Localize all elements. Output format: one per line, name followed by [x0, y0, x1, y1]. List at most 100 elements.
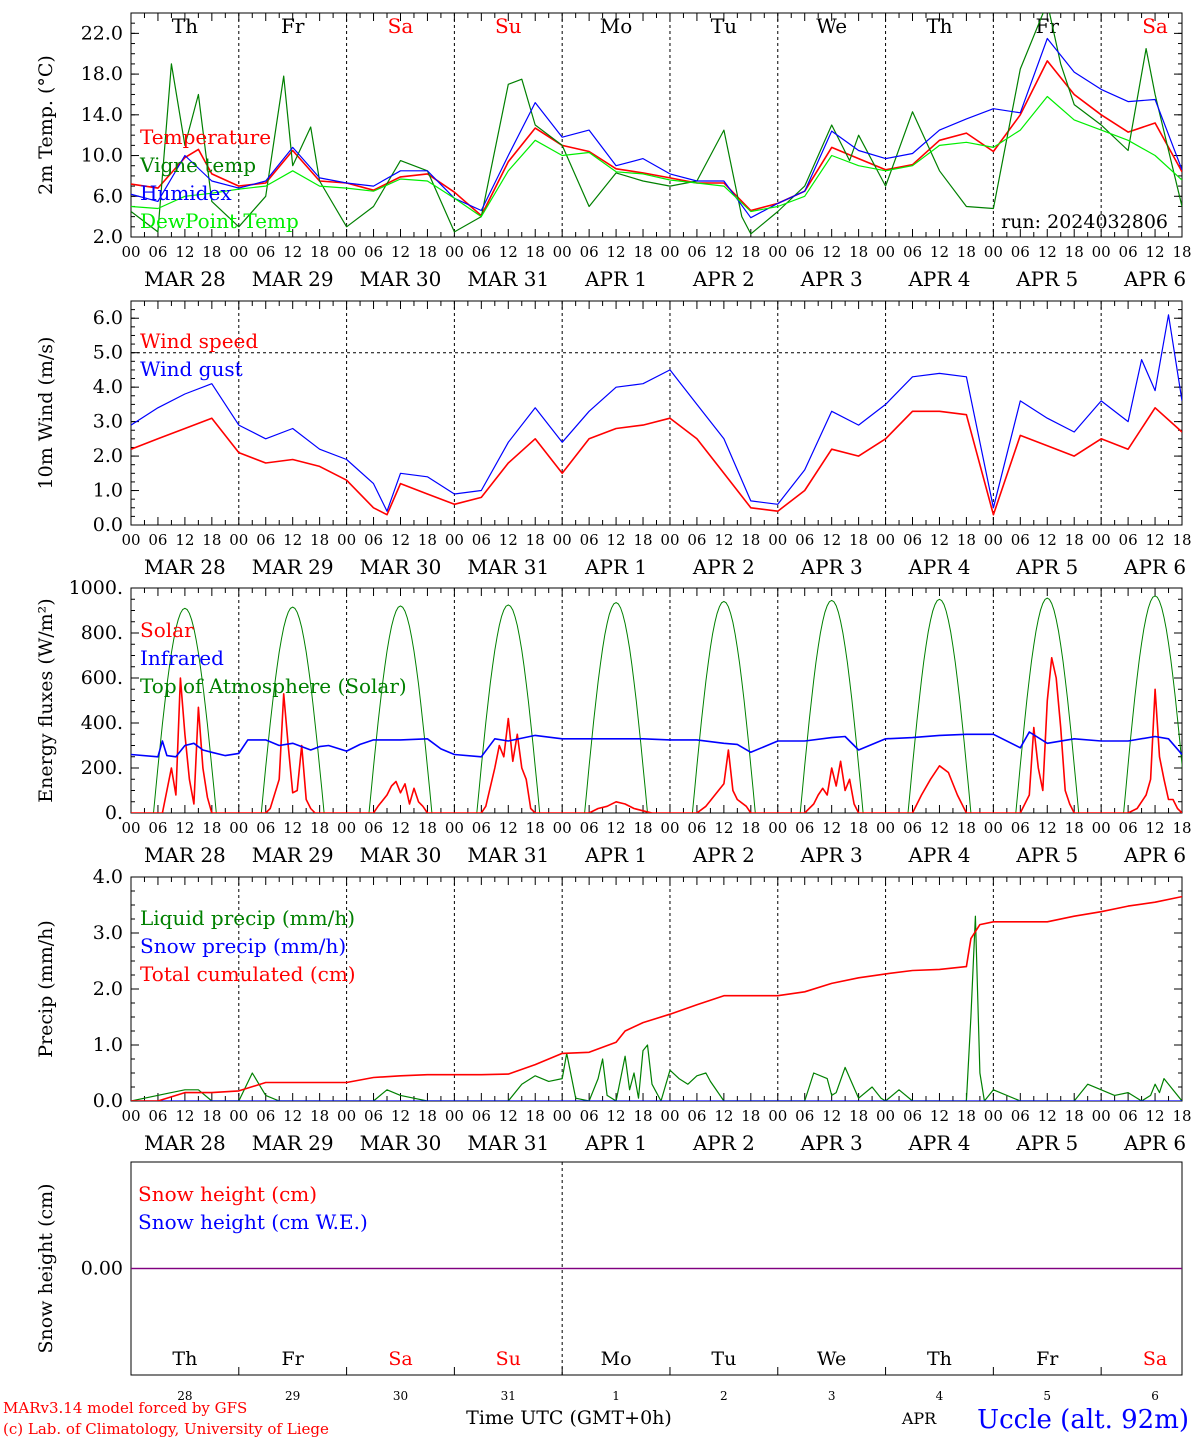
hour-tick-label: 18: [1065, 819, 1084, 837]
hour-tick-label: 06: [148, 243, 167, 261]
hour-tick-label: 12: [607, 1107, 626, 1125]
hour-tick-label: 18: [526, 1107, 545, 1125]
hour-tick-label: 18: [849, 819, 868, 837]
hour-tick-label: 12: [607, 819, 626, 837]
hour-tick-label: 00: [876, 531, 895, 549]
day-name: Th: [927, 1348, 952, 1370]
hour-tick-label: 06: [1119, 819, 1138, 837]
hour-tick-label: 06: [1011, 243, 1030, 261]
hour-tick-label: 06: [1119, 531, 1138, 549]
y-tick-label: 14.0: [81, 104, 123, 126]
hour-tick-label: 18: [202, 243, 221, 261]
hour-tick-label: 12: [1146, 1107, 1165, 1125]
hour-tick-label: 18: [526, 819, 545, 837]
hour-tick-label: 12: [499, 243, 518, 261]
y-axis-title: Snow height (cm): [35, 1183, 57, 1353]
y-tick-label: 3.0: [93, 411, 123, 433]
legend-entry: Snow height (cm): [138, 1182, 317, 1206]
hour-tick-label: 12: [1038, 531, 1057, 549]
hour-tick-label: 00: [1092, 531, 1111, 549]
date-label: APR 2: [692, 843, 755, 867]
day-name: Mo: [600, 14, 633, 38]
hour-tick-label: 18: [202, 1107, 221, 1125]
day-name: Fr: [1036, 1348, 1059, 1370]
hour-tick-label: 12: [930, 819, 949, 837]
hour-tick-label: 06: [148, 819, 167, 837]
hour-tick-label: 06: [472, 819, 491, 837]
date-label: APR 5: [1015, 843, 1078, 867]
legend-entry: Wind speed: [140, 329, 258, 353]
hour-tick-label: 06: [256, 243, 275, 261]
hour-tick-label: 00: [121, 819, 140, 837]
date-label: MAR 31: [467, 555, 549, 579]
hour-tick-label: 00: [337, 819, 356, 837]
month-label: APR: [901, 1409, 937, 1428]
hour-tick-label: 00: [553, 531, 572, 549]
hour-tick-label: 12: [391, 1107, 410, 1125]
hour-tick-label: 06: [687, 531, 706, 549]
y-tick-label: 600.: [81, 667, 123, 689]
hour-tick-label: 18: [1065, 1107, 1084, 1125]
y-tick-label: 6.0: [93, 307, 123, 329]
date-label: APR 4: [907, 843, 970, 867]
legend-entry: Top of Atmosphere (Solar): [140, 674, 407, 698]
y-tick-label: 0.: [105, 802, 123, 824]
hour-tick-label: 06: [903, 819, 922, 837]
hour-tick-label: 00: [876, 1107, 895, 1125]
hour-tick-label: 12: [499, 819, 518, 837]
hour-tick-label: 06: [364, 1107, 383, 1125]
date-label: APR 3: [800, 267, 863, 291]
hour-tick-label: 12: [714, 243, 733, 261]
hour-tick-label: 12: [714, 1107, 733, 1125]
date-label: MAR 30: [360, 843, 442, 867]
y-tick-label: 4.0: [93, 866, 123, 888]
date-label: MAR 28: [144, 555, 226, 579]
hour-tick-label: 00: [984, 819, 1003, 837]
run-label: run: 2024032806: [1001, 211, 1168, 233]
day-name: Mo: [601, 1348, 632, 1370]
day-name: Sa: [1143, 1348, 1167, 1370]
hour-tick-label: 18: [849, 531, 868, 549]
hour-tick-label: 18: [633, 1107, 652, 1125]
y-tick-label: 5.0: [93, 342, 123, 364]
hour-tick-label: 06: [1011, 1107, 1030, 1125]
day-name: Fr: [1036, 14, 1060, 38]
hour-tick-label: 18: [1172, 1107, 1191, 1125]
hour-tick-label: 00: [337, 243, 356, 261]
date-label: APR 5: [1015, 267, 1078, 291]
day-name: Sa: [1142, 14, 1168, 38]
series-line-infrared: [131, 731, 1182, 758]
date-label: MAR 31: [467, 1131, 549, 1155]
date-label: APR 2: [692, 267, 755, 291]
hour-tick-label: 12: [1038, 1107, 1057, 1125]
hour-tick-label: 18: [310, 531, 329, 549]
hour-tick-label: 00: [876, 819, 895, 837]
hour-tick-label: 18: [310, 1107, 329, 1125]
station-label: Uccle (alt. 92m): [977, 1405, 1189, 1435]
hour-tick-label: 06: [795, 243, 814, 261]
hour-tick-label: 00: [768, 819, 787, 837]
hour-tick-label: 06: [1119, 243, 1138, 261]
series-line-humidex: [131, 37, 1182, 219]
day-number: 1: [612, 1389, 620, 1403]
y-tick-label: 22.0: [81, 22, 123, 44]
date-label: APR 5: [1015, 1131, 1078, 1155]
hour-tick-label: 12: [607, 243, 626, 261]
hour-tick-label: 00: [229, 531, 248, 549]
legend-entry: Humidex: [140, 181, 232, 205]
hour-tick-label: 06: [148, 531, 167, 549]
hour-tick-label: 12: [822, 819, 841, 837]
hour-tick-label: 00: [445, 1107, 464, 1125]
hour-tick-label: 18: [418, 1107, 437, 1125]
hour-tick-label: 12: [283, 531, 302, 549]
hour-tick-label: 12: [175, 243, 194, 261]
series-line-total-cumulated-cm: [131, 895, 1182, 1101]
hour-tick-label: 00: [553, 243, 572, 261]
hour-tick-label: 06: [795, 819, 814, 837]
hour-tick-label: 06: [148, 1107, 167, 1125]
day-name: Th: [172, 1348, 197, 1370]
